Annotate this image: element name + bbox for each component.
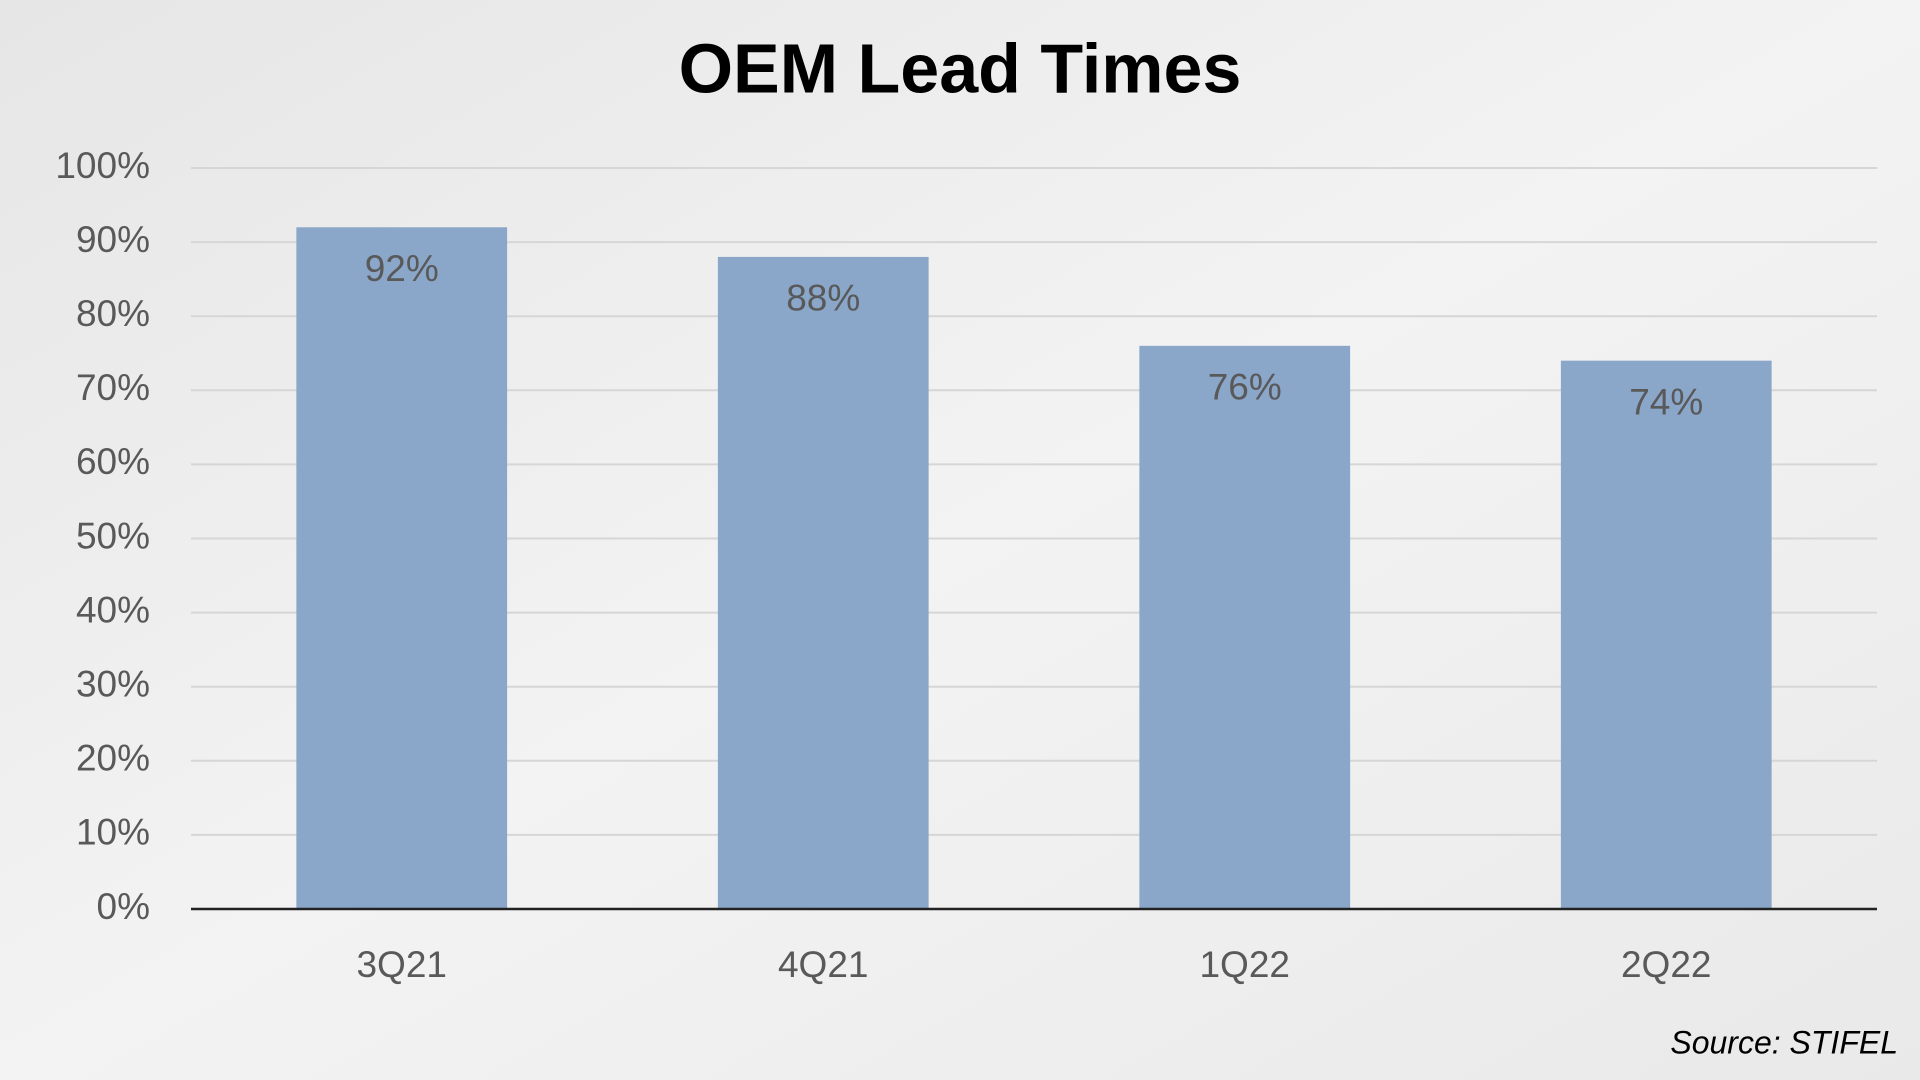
y-tick-label: 80% [76,293,150,334]
data-label: 76% [1208,367,1282,408]
y-tick-label: 50% [76,515,150,556]
x-tick-label: 2Q22 [1621,944,1712,985]
data-label: 92% [365,248,439,289]
y-tick-label: 30% [76,663,150,704]
x-tick-label: 1Q22 [1199,944,1290,985]
source-note: Source: STIFEL [1670,1024,1898,1060]
y-tick-label: 40% [76,589,150,630]
x-tick-label: 4Q21 [778,944,869,985]
x-tick-label: 3Q21 [356,944,447,985]
data-label: 88% [786,278,860,319]
bar [1139,345,1351,910]
y-tick-label: 70% [76,367,150,408]
bar [296,227,508,909]
y-tick-label: 60% [76,441,150,482]
bar [1560,360,1772,909]
y-tick-label: 20% [76,738,150,779]
chart-title: OEM Lead Times [679,29,1242,107]
y-tick-label: 90% [76,219,150,260]
bar [717,256,929,909]
y-tick-label: 100% [55,145,150,186]
y-tick-label: 0% [97,886,150,927]
data-label: 74% [1629,381,1703,422]
y-tick-label: 10% [76,812,150,853]
